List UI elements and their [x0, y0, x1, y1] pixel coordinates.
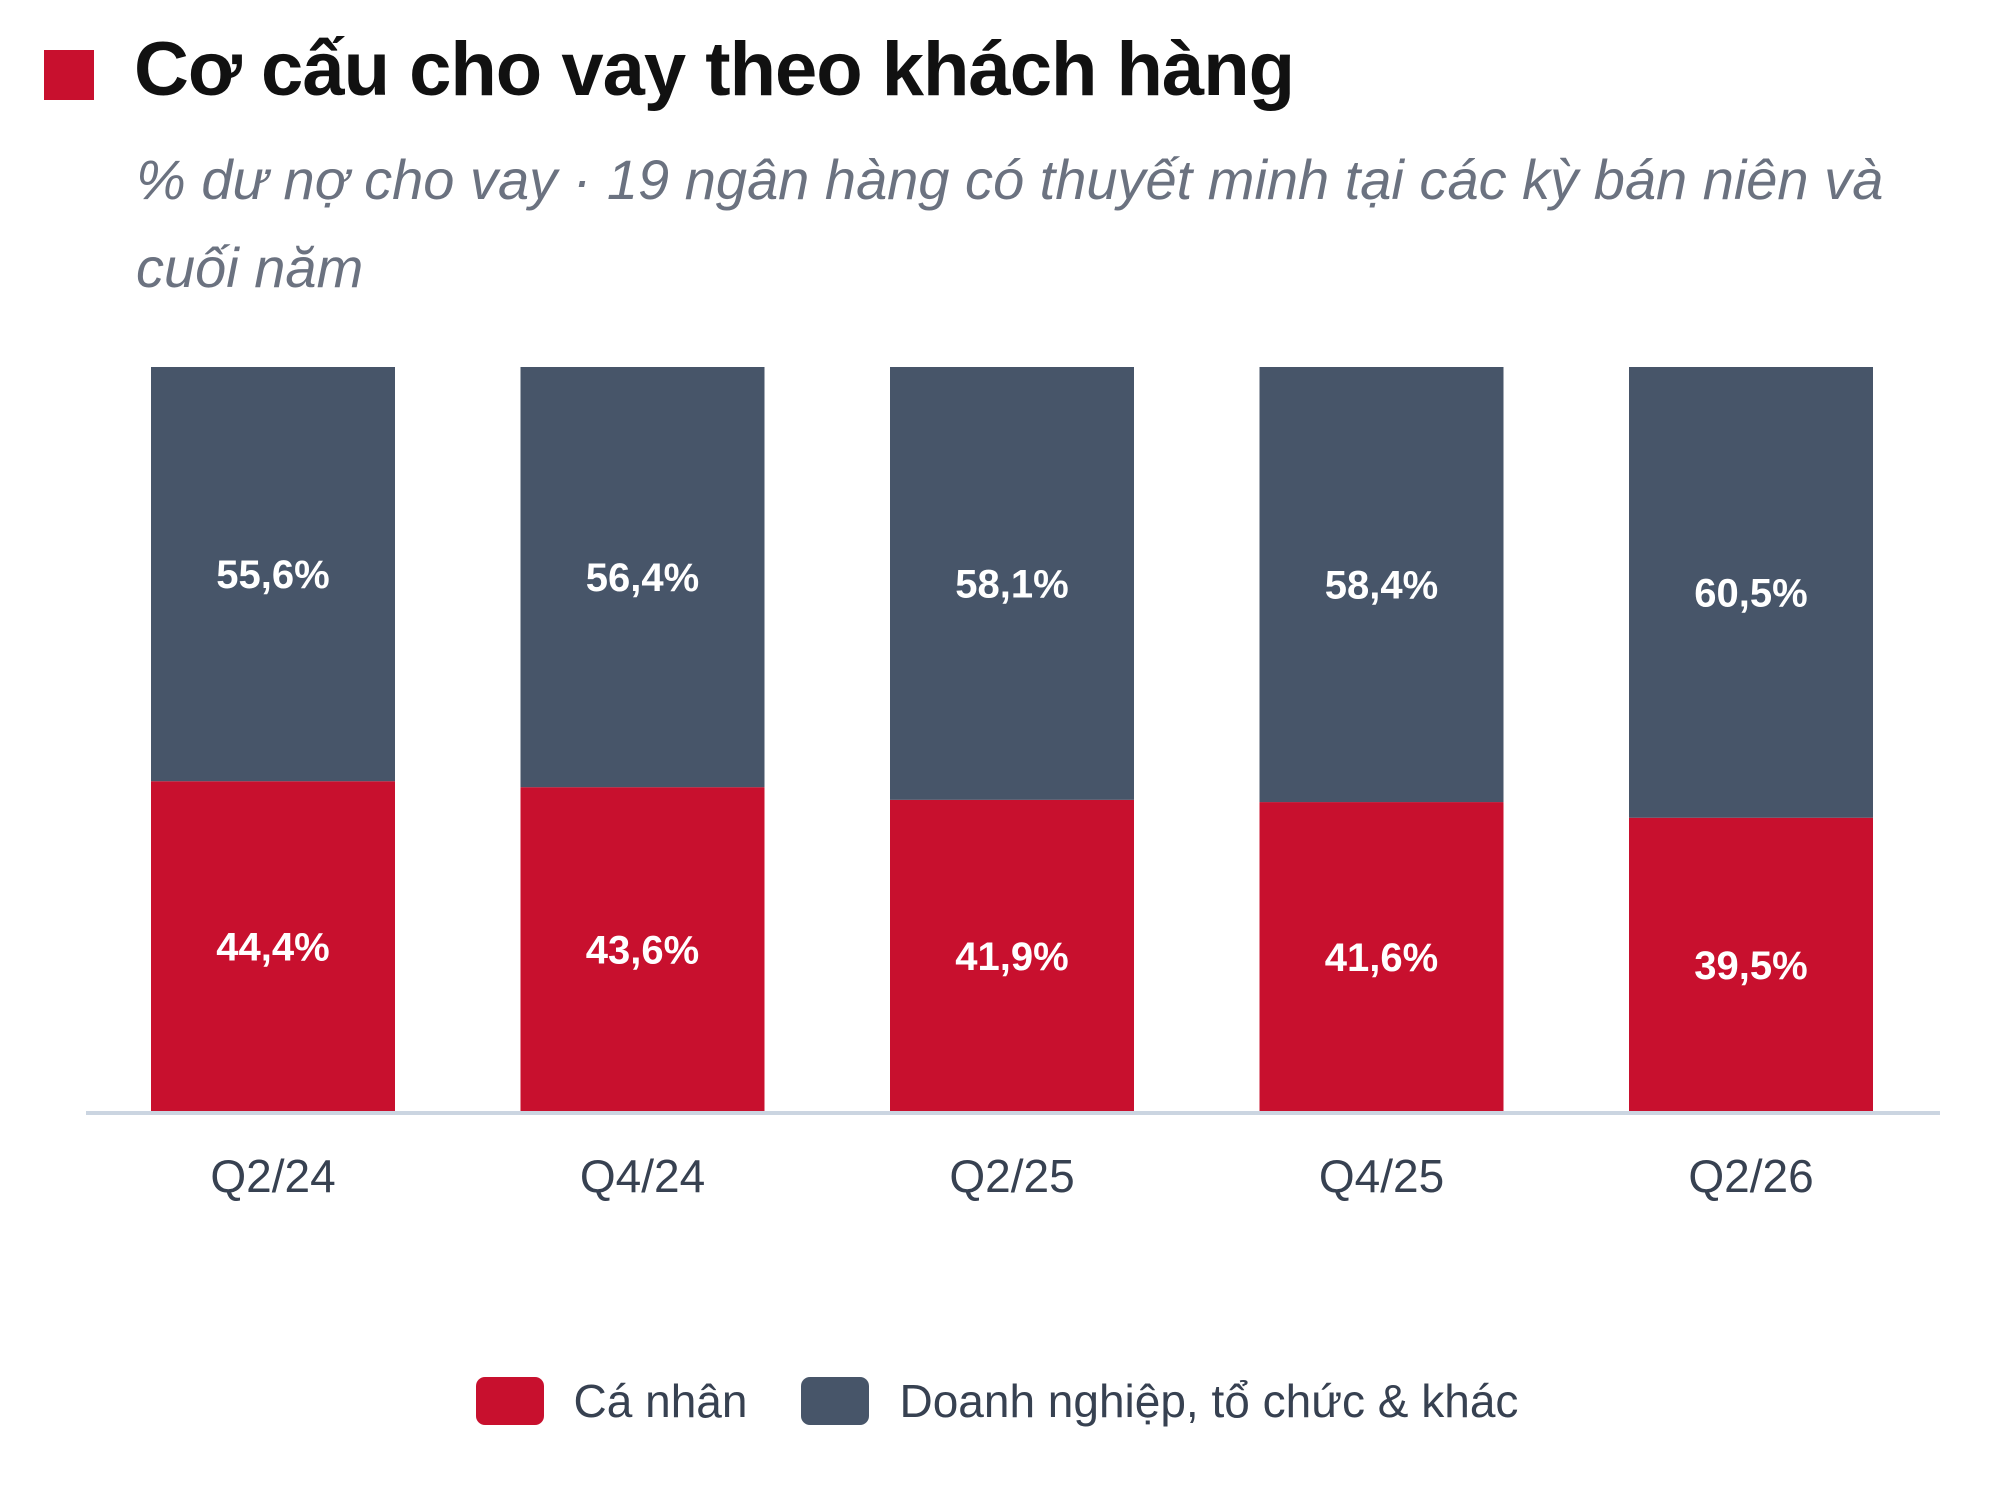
bar-business-q2-24 [151, 367, 395, 782]
legend-item-individual: Cá nhân [475, 1374, 748, 1428]
x-tick-label-q4-24: Q4/24 [580, 1150, 705, 1202]
bar-business-q4-24 [520, 367, 765, 788]
bar-business-q4-25 [1259, 367, 1504, 803]
data-label-individual-q4-25: 41,6% [1325, 936, 1438, 980]
data-label-business-q2-24: 55,6% [216, 553, 329, 597]
bar-individual-q2-26 [1629, 817, 1873, 1112]
x-tick-label-q2-25: Q2/25 [949, 1150, 1074, 1202]
bar-business-q2-26 [1629, 367, 1873, 818]
x-tick-label-q4-25: Q4/25 [1319, 1150, 1444, 1202]
value-labels-layer: 44,4% 55,6% 43,6% 56,4% 41,9% 58,1% 41,6% 58,4%… [216, 553, 1807, 988]
bar-individual-q2-25 [890, 799, 1134, 1112]
data-label-individual-q2-26: 39,5% [1694, 944, 1807, 988]
x-tick-label-q2-26: Q2/26 [1688, 1150, 1813, 1202]
data-label-individual-q2-25: 41,9% [955, 935, 1068, 979]
legend-label-individual: Cá nhân [573, 1375, 748, 1427]
data-label-business-q4-24: 56,4% [586, 556, 699, 600]
data-label-business-q2-26: 60,5% [1694, 571, 1807, 615]
data-label-individual-q4-24: 43,6% [586, 929, 699, 973]
data-label-individual-q2-24: 44,4% [216, 926, 329, 970]
bars-layer [151, 367, 1873, 1112]
bar-business-q2-25 [890, 367, 1134, 800]
legend-label-business: Doanh nghiệp, tổ chức & khác [899, 1375, 1519, 1427]
data-label-business-q2-25: 58,1% [955, 562, 1068, 606]
x-axis-tick-labels: Q2/24 Q4/24 Q2/25 Q4/25 Q2/26 [210, 1150, 1813, 1202]
data-label-business-q4-25: 58,4% [1325, 564, 1438, 608]
legend-swatch-business [801, 1377, 870, 1425]
legend: Cá nhân Doanh nghiệp, tổ chức & khác [0, 1374, 1994, 1428]
chart-subtitle: % dư nợ cho vay · 19 ngân hàng có thuyết… [136, 148, 1884, 299]
bar-individual-q4-25 [1259, 802, 1504, 1112]
chart-title: Cơ cấu cho vay theo khách hàng [134, 27, 1295, 112]
legend-swatch-individual [475, 1377, 544, 1425]
title-marker [44, 50, 94, 100]
x-tick-label-q2-24: Q2/24 [210, 1150, 335, 1202]
bar-individual-q2-24 [151, 781, 395, 1112]
bar-individual-q4-24 [520, 787, 765, 1112]
legend-item-business: Doanh nghiệp, tổ chức & khác [801, 1374, 1518, 1428]
